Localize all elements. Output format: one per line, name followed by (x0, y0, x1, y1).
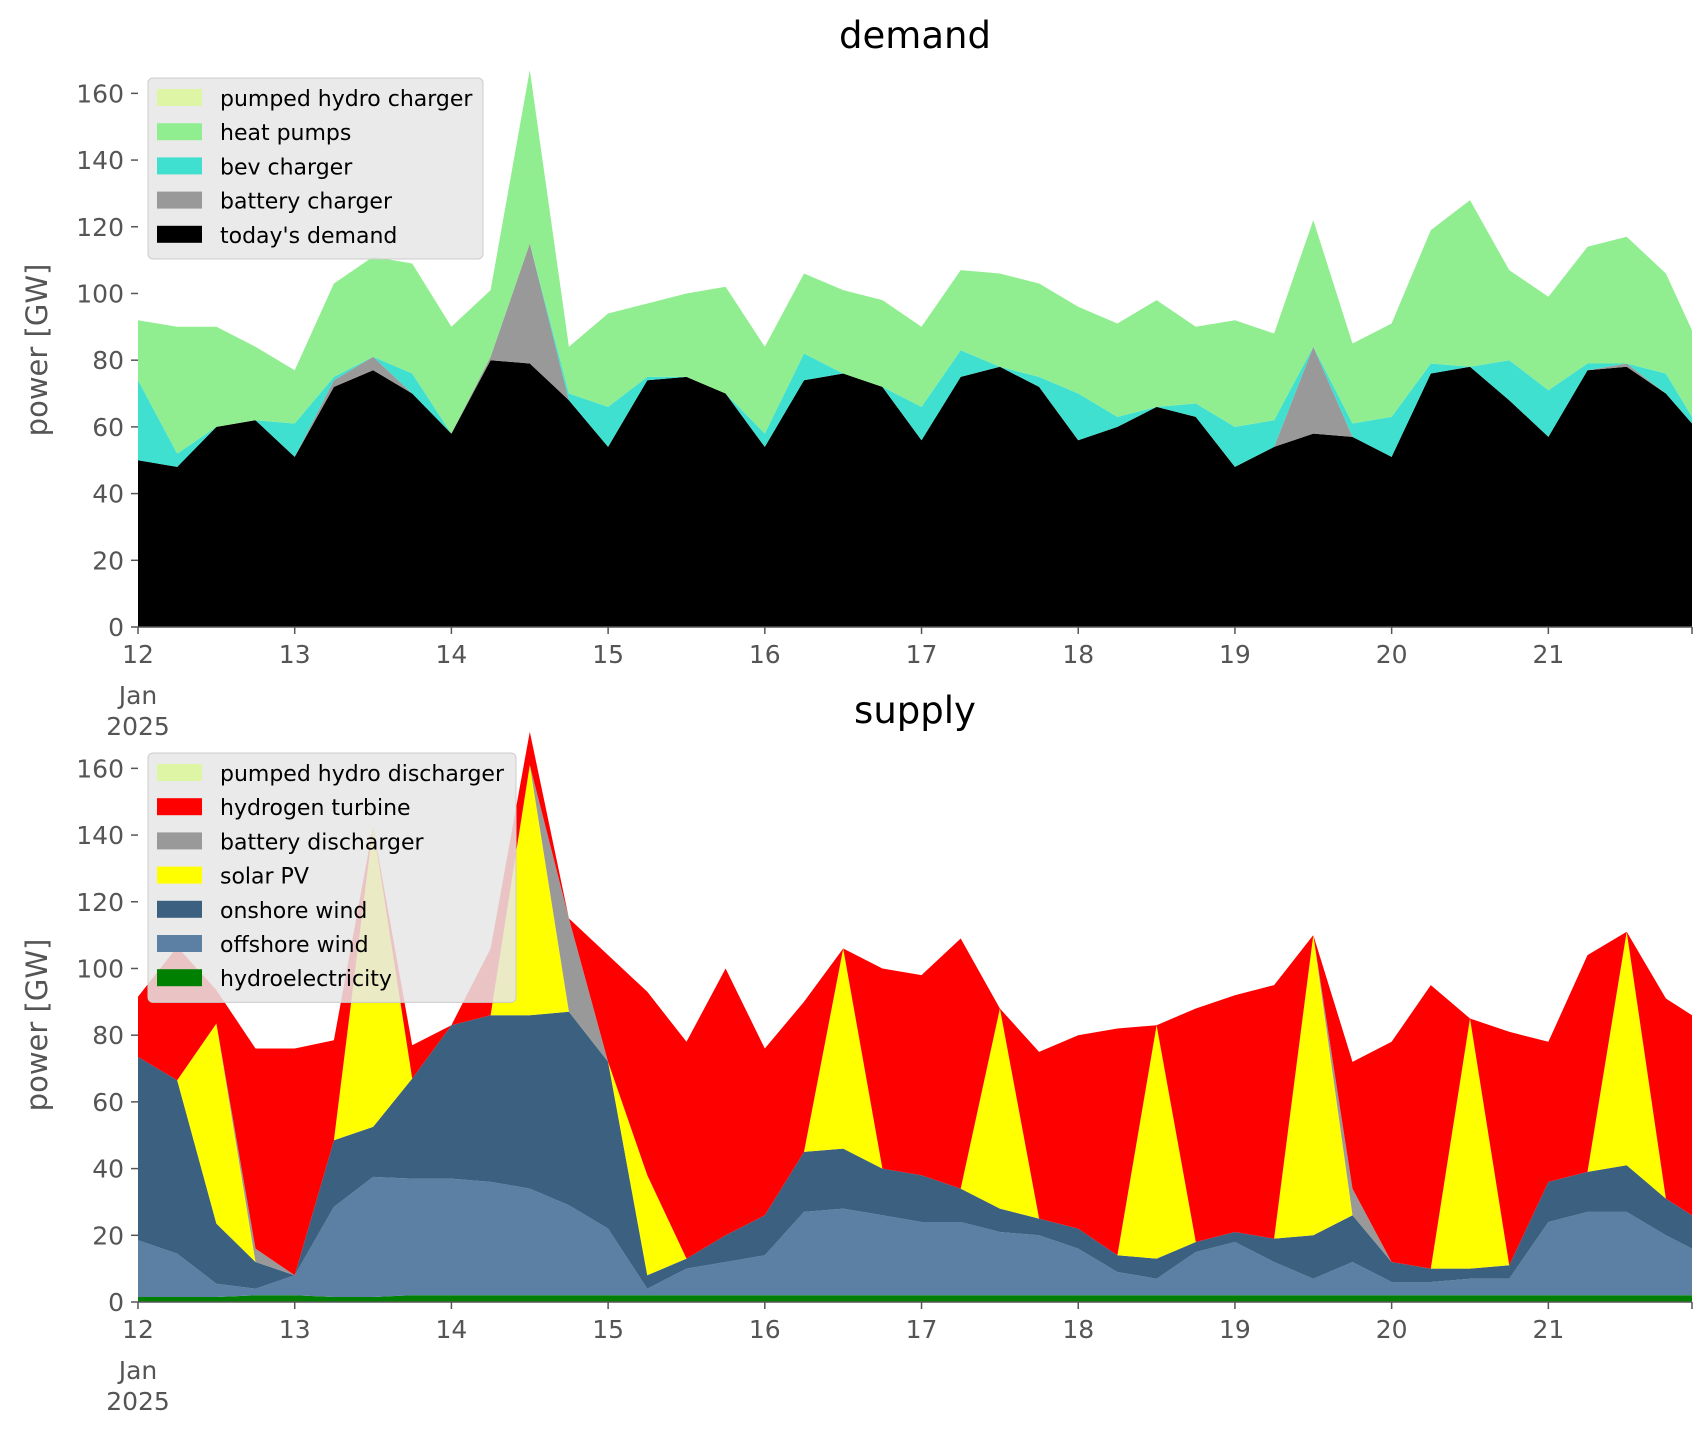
chart-title: demand (839, 14, 991, 57)
y-tick-label: 120 (76, 213, 124, 242)
x-tick-label: 12 (122, 640, 154, 669)
x-tick-label: 14 (436, 1315, 468, 1344)
x-tick-label: 13 (279, 1315, 311, 1344)
chart-title: supply (854, 689, 976, 732)
y-tick-label: 140 (76, 146, 124, 175)
y-tick-label: 60 (92, 413, 124, 442)
legend-label: hydroelectricity (220, 967, 392, 992)
legend-box (147, 752, 517, 1003)
x-tick-label: 21 (1532, 640, 1564, 669)
legend-box (147, 77, 484, 260)
x-tick-month: Jan (117, 1356, 158, 1385)
legend-label: today's demand (220, 224, 397, 249)
area-today-s-demand (138, 360, 1692, 627)
x-tick-label: 19 (1219, 1315, 1251, 1344)
legend-swatch (157, 123, 202, 141)
y-tick-label: 100 (76, 954, 124, 983)
legend-swatch (157, 935, 202, 952)
y-tick-label: 160 (76, 754, 124, 783)
y-tick-label: 40 (92, 480, 124, 509)
legend-swatch (157, 191, 202, 209)
x-tick-label: 14 (436, 640, 468, 669)
legend-swatch (157, 866, 202, 884)
legend-label: onshore wind (220, 899, 367, 924)
supply-chart: supply power [GW] 020406080100120140160 … (20, 689, 1693, 1416)
x-tick-label: 17 (906, 640, 938, 669)
legend-label: battery discharger (220, 830, 425, 855)
legend-swatch (157, 225, 202, 243)
legend-swatch (157, 900, 202, 918)
legend-label: heat pumps (220, 121, 351, 146)
y-tick-label: 160 (76, 79, 124, 108)
legend-label: battery charger (220, 190, 393, 215)
y-axis-label: power [GW] (20, 939, 54, 1112)
x-tick-label: 16 (749, 640, 781, 669)
x-tick-label: 15 (592, 1315, 624, 1344)
area-hydroelectricity (138, 1295, 1692, 1302)
y-ticks: 0 20 40 60 80 100 120 140 160 (76, 754, 138, 1317)
legend-swatch (157, 157, 202, 175)
y-tick-label: 100 (76, 279, 124, 308)
y-tick-label: 0 (108, 613, 124, 642)
y-tick-label: 60 (92, 1088, 124, 1117)
legend-label: solar PV (220, 865, 309, 890)
x-tick-label: 19 (1219, 640, 1251, 669)
y-tick-label: 140 (76, 821, 124, 850)
legend-label: hydrogen turbine (220, 796, 411, 821)
legend-swatch (157, 969, 202, 987)
x-tick-label: 18 (1062, 640, 1094, 669)
y-tick-label: 0 (108, 1288, 124, 1317)
x-tick-label: 20 (1376, 1315, 1408, 1344)
area-bev-charger (138, 243, 1692, 467)
legend-swatch (157, 764, 202, 781)
area-offshore-wind (138, 1176, 1692, 1297)
y-ticks: 0 20 40 60 80 100 120 140 160 (76, 79, 138, 642)
y-tick-label: 40 (92, 1155, 124, 1184)
area-onshore-wind (138, 1011, 1692, 1289)
legend-label: offshore wind (220, 933, 369, 958)
demand-chart: demand power [GW] 020406080100120140160 … (20, 14, 1693, 741)
x-ticks: 12 13 14 15 16 17 18 19 20 21 (122, 1302, 1693, 1344)
x-ticks: 12 13 14 15 16 17 18 19 20 21 (122, 627, 1693, 669)
stacked-areas (138, 70, 1692, 627)
x-tick-year: 2025 (106, 1387, 170, 1416)
x-tick-label: 20 (1376, 640, 1408, 669)
area-hydrogen-turbine (138, 731, 1692, 1276)
x-tick-label: 12 (122, 1315, 154, 1344)
x-tick-month: Jan (117, 681, 158, 710)
area-battery-charger (138, 243, 1692, 467)
legend-swatch (157, 798, 202, 816)
y-tick-label: 80 (92, 346, 124, 375)
x-tick-label: 16 (749, 1315, 781, 1344)
legend-swatch (157, 89, 202, 106)
area-solar-pv (138, 765, 1692, 1276)
x-tick-label: 15 (592, 640, 624, 669)
legend-label: pumped hydro discharger (220, 762, 505, 787)
y-tick-label: 120 (76, 888, 124, 917)
x-tick-sub-labels: Jan 2025 (106, 681, 170, 741)
y-tick-label: 20 (92, 1221, 124, 1250)
y-tick-label: 80 (92, 1021, 124, 1050)
stacked-areas (138, 731, 1692, 1302)
y-tick-label: 20 (92, 546, 124, 575)
legend-swatch (157, 832, 202, 850)
x-tick-year: 2025 (106, 712, 170, 741)
x-tick-label: 13 (279, 640, 311, 669)
legend: pumped hydro charger heat pumps bev charge… (147, 77, 484, 260)
x-tick-label: 17 (906, 1315, 938, 1344)
legend-label: pumped hydro charger (220, 87, 473, 112)
x-tick-label: 21 (1532, 1315, 1564, 1344)
legend: pumped hydro discharger hydrogen turbine b… (147, 752, 517, 1003)
x-tick-label: 18 (1062, 1315, 1094, 1344)
y-axis-label: power [GW] (20, 264, 54, 437)
area-heat-pumps (138, 70, 1692, 454)
x-tick-sub-labels: Jan 2025 (106, 1356, 170, 1416)
legend-label: bev charger (220, 155, 353, 180)
